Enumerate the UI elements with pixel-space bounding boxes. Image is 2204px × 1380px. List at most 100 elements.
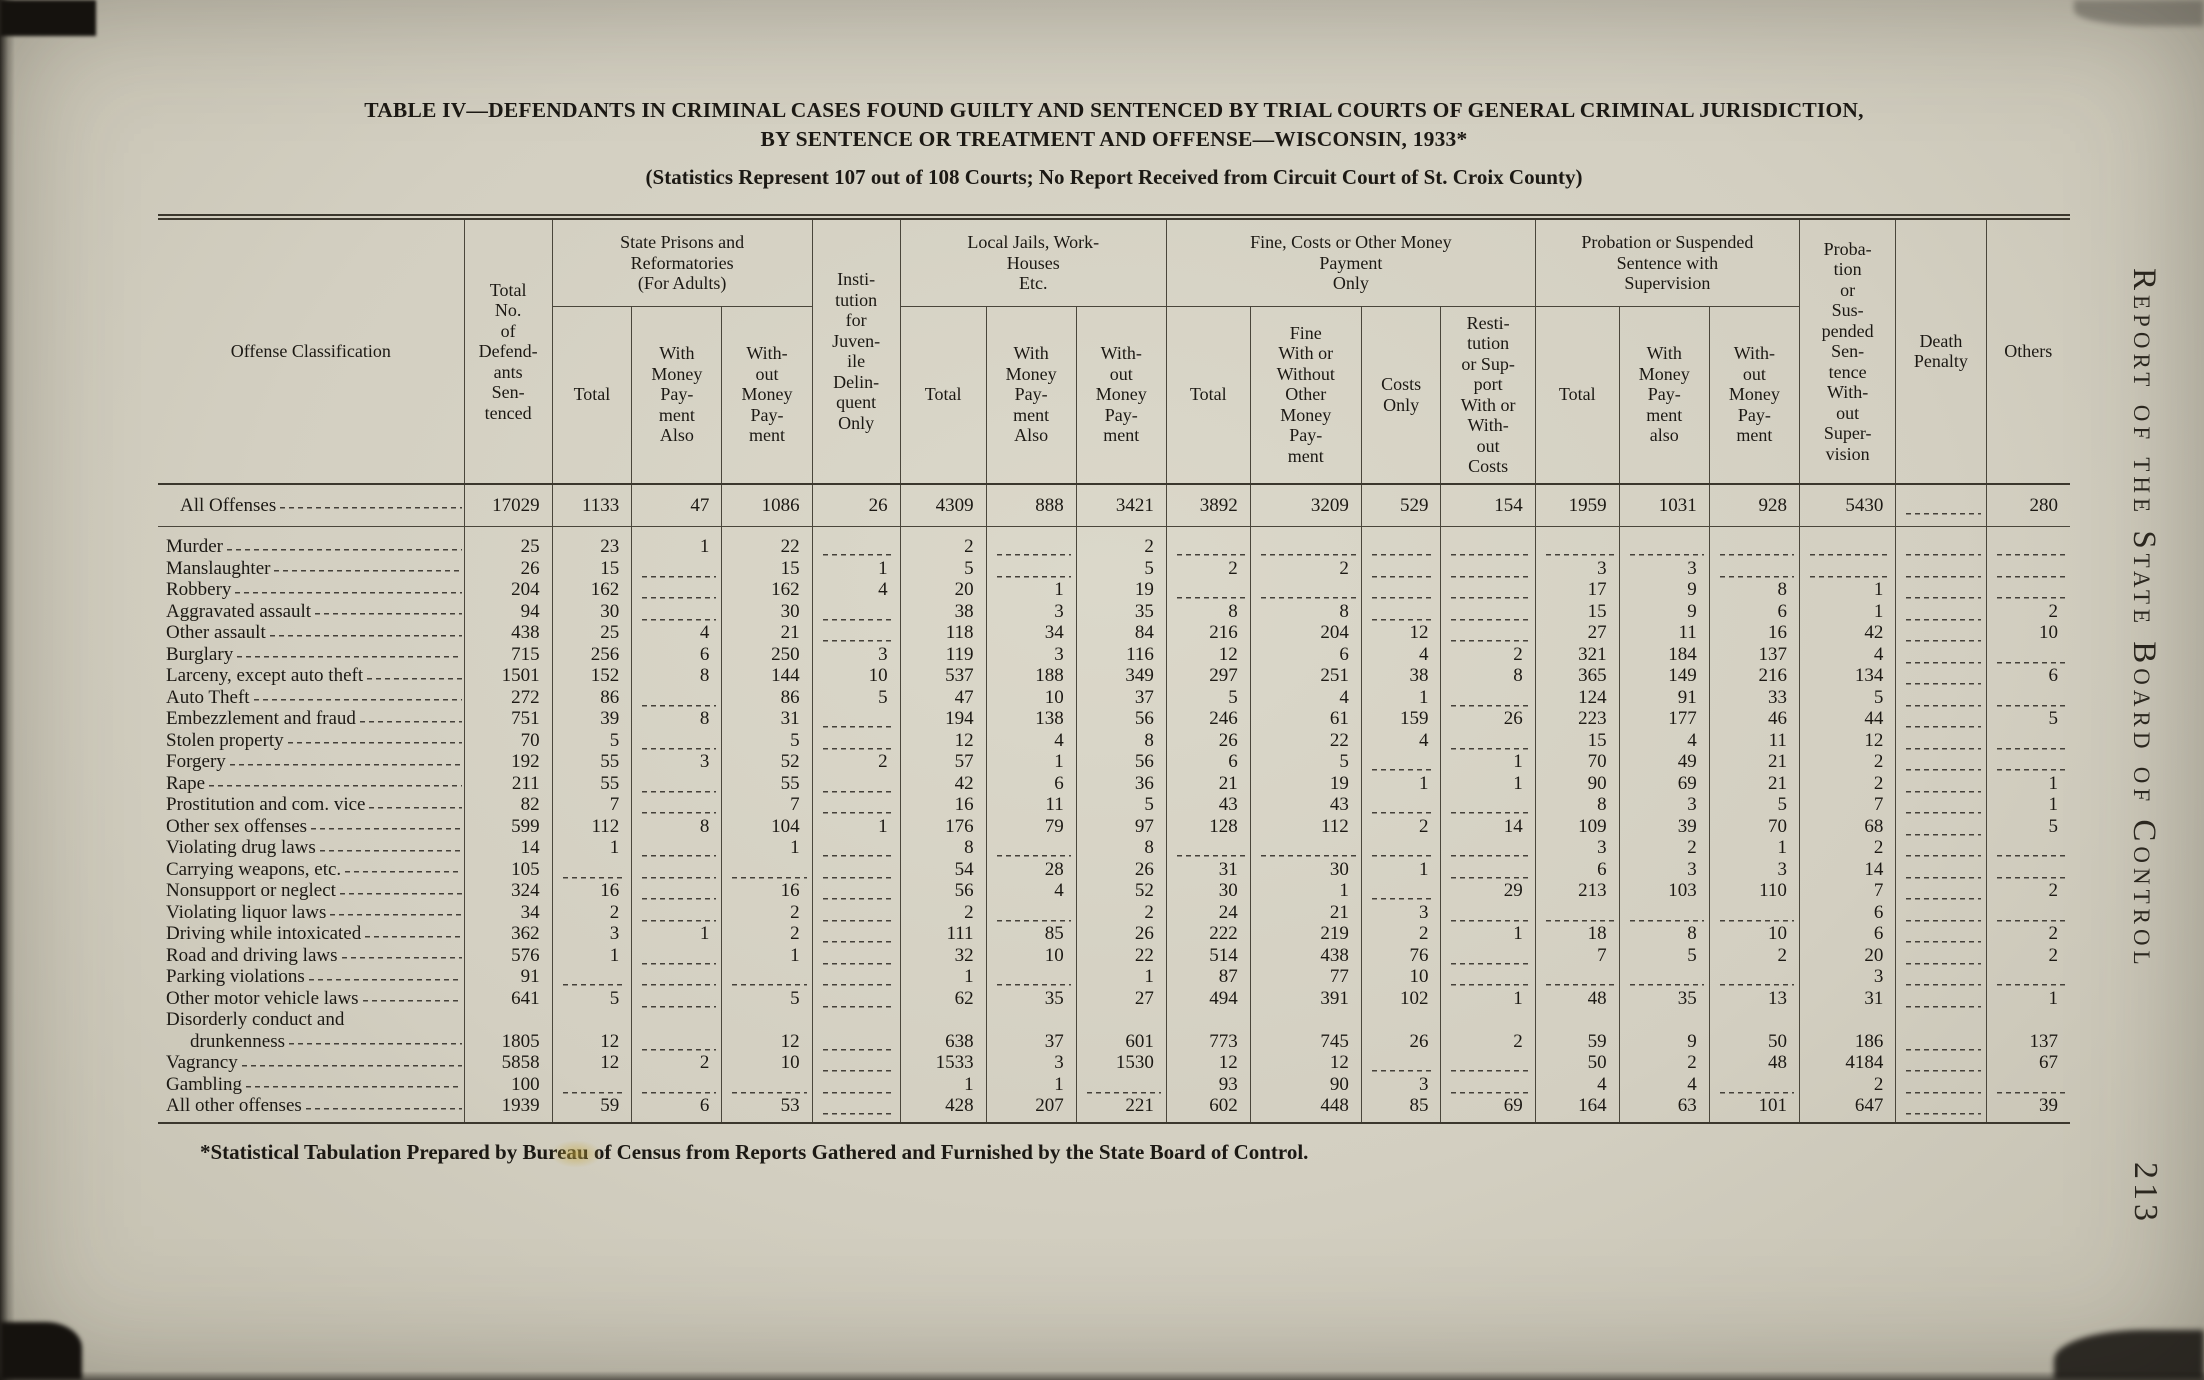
value-cell: 23 bbox=[551, 526, 632, 558]
offense-name: Violating drug laws bbox=[158, 837, 464, 859]
value-cell: 12 bbox=[721, 1030, 813, 1052]
value-cell bbox=[721, 1009, 813, 1031]
value-cell: 4 bbox=[1360, 729, 1441, 751]
value-cell: 12 bbox=[551, 1030, 632, 1052]
value-cell: 1533 bbox=[899, 1052, 987, 1074]
value-cell: 42 bbox=[899, 772, 987, 794]
value-cell: 10 bbox=[1985, 622, 2070, 644]
value-cell: 3 bbox=[985, 1052, 1077, 1074]
value-cell: 101 bbox=[1708, 1095, 1800, 1123]
value-cell: 4 bbox=[985, 880, 1077, 902]
value-cell bbox=[1895, 729, 1986, 751]
value-cell: 48 bbox=[1534, 987, 1620, 1009]
value-cell bbox=[811, 1009, 901, 1031]
value-cell bbox=[1985, 579, 2070, 601]
value-cell bbox=[811, 880, 901, 902]
table-subtitle: (Statistics Represent 107 out of 108 Cou… bbox=[645, 165, 1583, 189]
statistics-table: Offense Classification Total No. of Defe… bbox=[158, 220, 2070, 1124]
value-cell: 1086 bbox=[721, 482, 813, 527]
value-cell: 70 bbox=[1534, 751, 1620, 773]
value-cell bbox=[811, 923, 901, 945]
value-cell: 43 bbox=[1165, 794, 1251, 816]
value-cell: 69 bbox=[1618, 772, 1710, 794]
table-header: Offense Classification Total No. of Defe… bbox=[158, 220, 2070, 484]
value-cell: 52 bbox=[1075, 880, 1167, 902]
value-cell: 26 bbox=[1075, 858, 1167, 880]
value-cell: 138 bbox=[985, 708, 1077, 730]
offense-name: Nonsupport or neglect bbox=[158, 880, 464, 902]
offense-name: Other motor vehicle laws bbox=[158, 988, 464, 1010]
value-cell bbox=[1360, 579, 1441, 601]
table-row: Parking violations 91 1 1 87 77 10 3 bbox=[158, 966, 2070, 988]
value-cell: 105 bbox=[463, 858, 553, 880]
value-cell: 5 bbox=[1985, 815, 2070, 837]
value-cell bbox=[1895, 880, 1986, 902]
value-cell: 5 bbox=[551, 987, 632, 1009]
value-cell: 5 bbox=[551, 729, 632, 751]
value-cell: 6 bbox=[1798, 901, 1896, 923]
value-cell bbox=[1985, 686, 2070, 708]
value-cell bbox=[1440, 837, 1536, 859]
value-cell: 4 bbox=[631, 622, 722, 644]
value-cell bbox=[811, 966, 901, 988]
offense-table-body: All Offenses 17029 1133 47 1086 26 4309 888 3421… bbox=[158, 482, 2070, 1123]
value-cell bbox=[1249, 579, 1362, 601]
value-cell: 13 bbox=[1708, 987, 1800, 1009]
value-cell: 53 bbox=[721, 1095, 813, 1123]
table-row: Murder 25 23 1 22 2 2 bbox=[158, 526, 2070, 558]
table-row: drunkenness 1805 12 12 638 37 601 773 745 26 2 59 9 5… bbox=[158, 1030, 2070, 1052]
table-row: Gambling 100 1 1 93 90 3 4 4 2 bbox=[158, 1073, 2070, 1096]
value-cell: 2 bbox=[1618, 1052, 1710, 1074]
value-cell: 3 bbox=[1618, 858, 1710, 880]
table-row: Other sex offenses 599 112 8 104 1 176 79 97 128 1… bbox=[158, 815, 2070, 838]
value-cell: 3 bbox=[1618, 794, 1710, 816]
value-cell: 39 bbox=[1985, 1095, 2070, 1123]
value-cell: 77 bbox=[1249, 966, 1362, 988]
value-cell: 14 bbox=[1798, 858, 1896, 880]
value-cell: 1 bbox=[631, 923, 722, 945]
value-cell: 2 bbox=[1798, 772, 1896, 794]
value-cell bbox=[631, 729, 722, 751]
value-cell bbox=[1165, 579, 1251, 601]
value-cell: 177 bbox=[1618, 708, 1710, 730]
offense-name: Robbery bbox=[158, 579, 464, 601]
offense-name: Gambling bbox=[158, 1074, 464, 1096]
value-cell: 216 bbox=[1708, 665, 1800, 687]
scan-artifact-bottom-left bbox=[0, 1322, 82, 1380]
value-cell: 52 bbox=[721, 751, 813, 773]
value-cell: 39 bbox=[551, 708, 632, 730]
value-cell: 5 bbox=[811, 686, 901, 708]
value-cell: 21 bbox=[1249, 901, 1362, 923]
value-cell: 4309 bbox=[899, 482, 987, 527]
value-cell bbox=[1440, 579, 1536, 601]
value-cell: 391 bbox=[1249, 987, 1362, 1009]
value-cell: 2 bbox=[899, 901, 987, 923]
value-cell: 6 bbox=[1534, 858, 1620, 880]
table-row: Driving while intoxicated 362 3 1 2 111 85 26 22… bbox=[158, 923, 2070, 945]
value-cell: 16 bbox=[899, 794, 987, 816]
table-title: TABLE IV—DEFENDANTS IN CRIMINAL CASES FO… bbox=[158, 96, 2070, 154]
value-cell: 69 bbox=[1440, 1095, 1536, 1123]
value-cell: 1 bbox=[1440, 772, 1536, 794]
offense-name: Other sex offenses bbox=[158, 816, 464, 838]
value-cell: 4 bbox=[985, 729, 1077, 751]
value-cell: 56 bbox=[1075, 708, 1167, 730]
col-header-institution-juvenile: Insti- tution for Juven- ile Delin- quen… bbox=[811, 220, 901, 484]
value-cell bbox=[1618, 526, 1710, 558]
value-cell: 219 bbox=[1249, 923, 1362, 945]
offense-name: All other offenses bbox=[158, 1095, 464, 1123]
value-cell bbox=[1360, 557, 1441, 579]
value-cell: 11 bbox=[1618, 622, 1710, 644]
value-cell: 647 bbox=[1798, 1095, 1896, 1123]
value-cell: 91 bbox=[1618, 686, 1710, 708]
value-cell: 44 bbox=[1798, 708, 1896, 730]
table-row: Nonsupport or neglect 324 16 16 56 4 52 30 1 29 21… bbox=[158, 880, 2070, 902]
value-cell bbox=[1895, 772, 1986, 794]
value-cell: 4184 bbox=[1798, 1052, 1896, 1074]
col-header-prisons-with-money: With Money Pay- ment Also bbox=[631, 306, 722, 484]
table-title-line1: TABLE IV—DEFENDANTS IN CRIMINAL CASES FO… bbox=[364, 98, 1864, 122]
value-cell bbox=[1534, 1009, 1620, 1031]
value-cell: 1 bbox=[985, 579, 1077, 601]
value-cell: 128 bbox=[1165, 815, 1251, 837]
value-cell: 213 bbox=[1534, 880, 1620, 902]
